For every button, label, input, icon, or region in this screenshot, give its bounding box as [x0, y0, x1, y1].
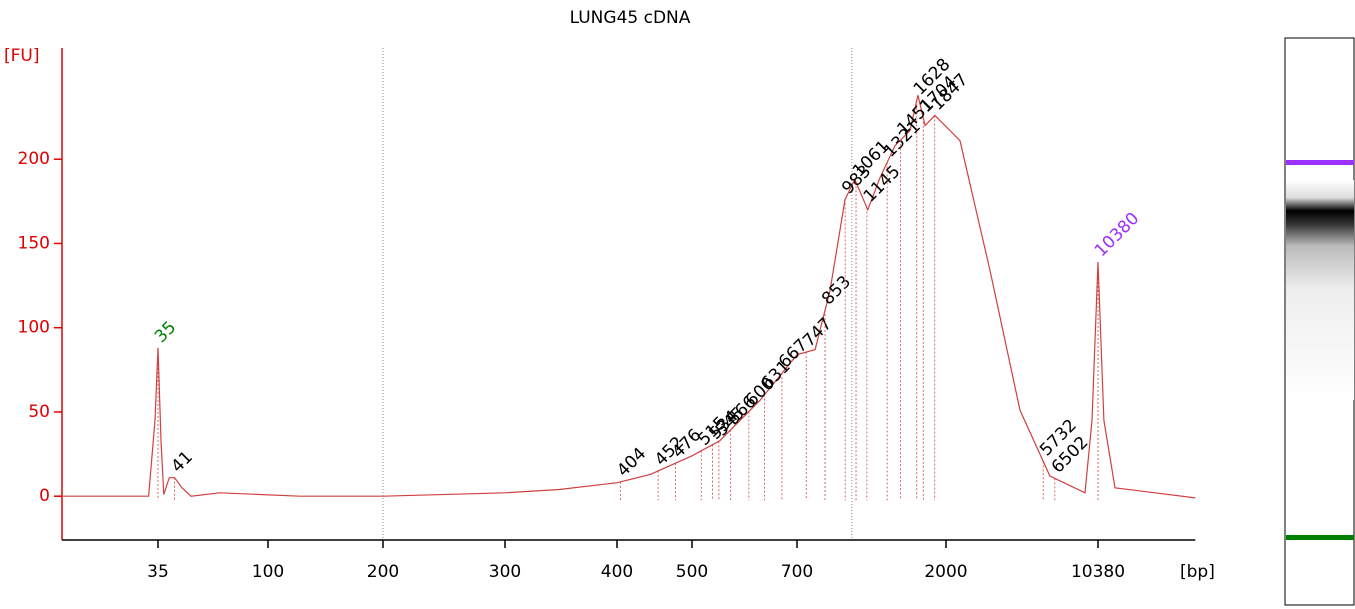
y-tick-label: 200 [18, 149, 50, 169]
x-tick-label: 100 [252, 562, 284, 582]
y-axis-label: [FU] [4, 46, 40, 66]
y-tick-label: 50 [28, 402, 50, 422]
x-tick-label: 10380 [1071, 562, 1125, 582]
x-tick-label: 500 [676, 562, 708, 582]
x-tick-label: 2000 [924, 562, 967, 582]
gel-band-lower [1286, 535, 1354, 540]
trace [62, 95, 1196, 499]
x-tick-label: 35 [147, 562, 169, 582]
x-tick-label: 300 [489, 562, 521, 582]
peak-label: 41 [168, 447, 197, 476]
y-tick-label: 150 [18, 233, 50, 253]
y-tick-label: 0 [39, 486, 50, 506]
x-tick-label: 200 [367, 562, 399, 582]
gel-smear [1286, 180, 1354, 400]
peak-label: 35 [151, 318, 180, 347]
x-axis-label: [bp] [1180, 562, 1215, 582]
gel-band-upper [1286, 160, 1354, 165]
y-tick-label: 100 [18, 318, 50, 338]
x-tick-label: 700 [781, 562, 813, 582]
chart-title: LUNG45 cDNA [570, 8, 691, 28]
peak-label: 853 [818, 272, 855, 309]
x-tick-label: 400 [601, 562, 633, 582]
peak-label: 10380 [1091, 209, 1143, 261]
